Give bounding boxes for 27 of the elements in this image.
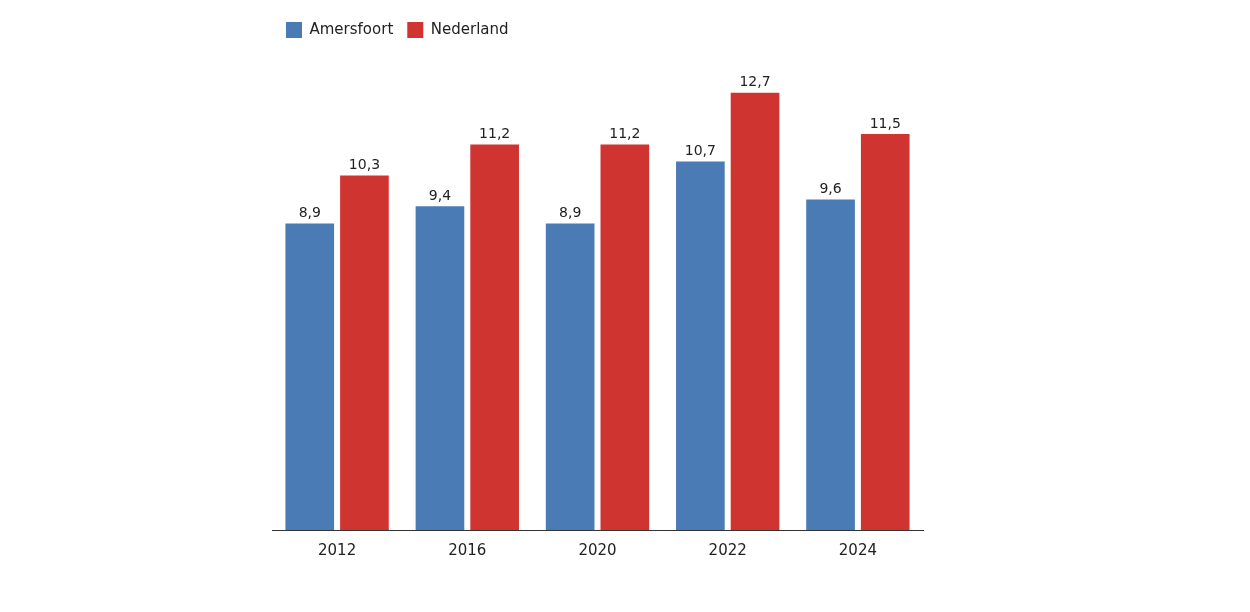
- x-tick-label: 2020: [578, 540, 617, 559]
- bar: [415, 206, 465, 530]
- bar: [340, 175, 389, 530]
- data-label: 9,6: [819, 180, 842, 197]
- legend-label: Amersfoort: [309, 19, 394, 38]
- data-label: 8,9: [559, 204, 582, 221]
- legend-label: Nederland: [430, 19, 509, 38]
- data-label: 9,4: [428, 187, 452, 204]
- bar: [676, 161, 725, 530]
- bar: [860, 134, 910, 530]
- data-label: 10,3: [348, 156, 381, 173]
- data-label: 11,2: [609, 125, 641, 142]
- bar: [730, 92, 780, 530]
- data-label: 8,9: [298, 204, 321, 221]
- x-tick-label: 2012: [318, 540, 357, 559]
- bar: [545, 223, 595, 530]
- data-label: 11,5: [869, 114, 901, 131]
- bar: [470, 144, 519, 530]
- x-tick-label: 2022: [708, 540, 747, 559]
- bar: [600, 144, 650, 530]
- x-tick-label: 2024: [838, 540, 877, 559]
- data-label: 10,7: [684, 142, 716, 159]
- bar: [285, 223, 335, 530]
- data-label: 11,2: [479, 125, 511, 142]
- data-label: 12,7: [739, 73, 771, 90]
- bar: [806, 199, 855, 530]
- x-tick-label: 2016: [448, 540, 487, 559]
